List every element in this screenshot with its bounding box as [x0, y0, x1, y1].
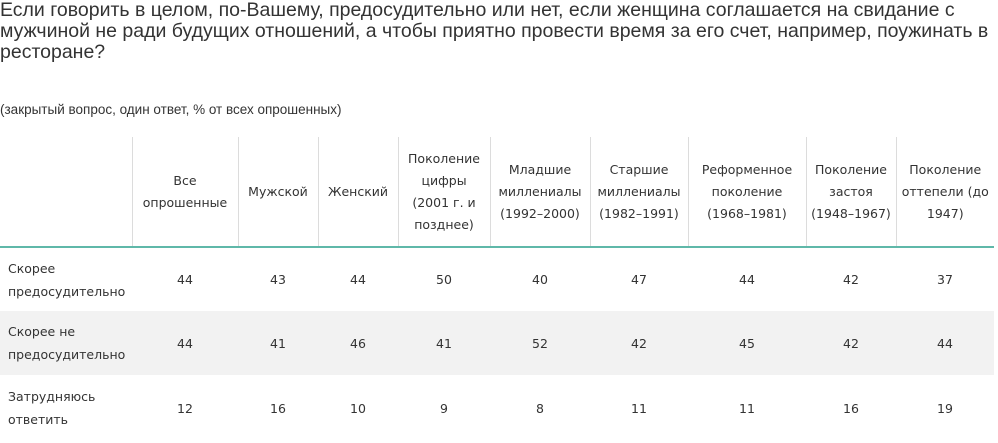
- column-header: Поколение застоя (1948–1967): [805, 137, 896, 248]
- table-cell: 44: [132, 311, 238, 375]
- column-header: Поколение оттепели (до 1947): [895, 137, 994, 248]
- table-cell: 9: [440, 400, 448, 416]
- table-cell: 10: [350, 400, 366, 416]
- table-cell: 11: [739, 400, 755, 416]
- table-cell: 19: [937, 400, 953, 416]
- column-header: Мужской: [237, 137, 318, 248]
- table-cell: 8: [536, 400, 544, 416]
- table-cell: 12: [177, 400, 193, 416]
- table-corner-cell: [0, 137, 132, 248]
- table-cell: 11: [631, 400, 647, 416]
- column-header: Реформенное поколение (1968–1981): [687, 137, 806, 248]
- column-header: Старшие миллениалы (1982–1991): [589, 137, 688, 248]
- table-cell: 45: [688, 311, 806, 375]
- table-row: Скорее предосудительно 44 43 44 50 40 47…: [0, 247, 994, 311]
- table-cell: 47: [631, 272, 647, 287]
- column-header: Поколение цифры (2001 г. и позднее): [397, 137, 490, 248]
- table-cell: 42: [806, 311, 896, 375]
- column-header: Все опрошенные: [131, 137, 238, 248]
- table-row: Затрудняюсь ответить 12 16 10 9 8 11 11 …: [0, 375, 994, 441]
- table-cell: 44: [177, 272, 193, 287]
- table-cell: 42: [843, 272, 859, 287]
- row-label: Затрудняюсь ответить: [8, 389, 96, 427]
- table-cell: 40: [532, 272, 548, 287]
- table-cell: 41: [398, 311, 490, 375]
- table-cell: 44: [350, 272, 366, 287]
- question-title: Если говорить в целом, по-Вашему, предос…: [0, 0, 989, 63]
- row-label: Скорее не предосудительно: [0, 311, 132, 375]
- table-cell: 50: [436, 272, 452, 287]
- table-cell: 16: [843, 400, 859, 416]
- table-row: Скорее не предосудительно 44 41 46 41 52…: [0, 311, 994, 375]
- table-cell: 37: [937, 272, 953, 287]
- table-cell: 43: [270, 272, 286, 287]
- table-cell: 46: [318, 311, 398, 375]
- table-cell: 16: [270, 400, 286, 416]
- table-cell: 42: [590, 311, 688, 375]
- results-table: Все опрошенные Мужской Женский Поколение…: [0, 137, 994, 441]
- column-header: Женский: [317, 137, 398, 248]
- table-cell: 44: [739, 272, 755, 287]
- table-cell: 41: [238, 311, 318, 375]
- table-cell: 52: [490, 311, 590, 375]
- row-label: Скорее предосудительно: [8, 260, 126, 299]
- column-header: Младшие миллениалы (1992–2000): [489, 137, 590, 248]
- table-header-row: Все опрошенные Мужской Женский Поколение…: [0, 137, 994, 248]
- table-cell: 44: [896, 311, 994, 375]
- question-subtitle: (закрытый вопрос, один ответ, % от всех …: [0, 102, 342, 117]
